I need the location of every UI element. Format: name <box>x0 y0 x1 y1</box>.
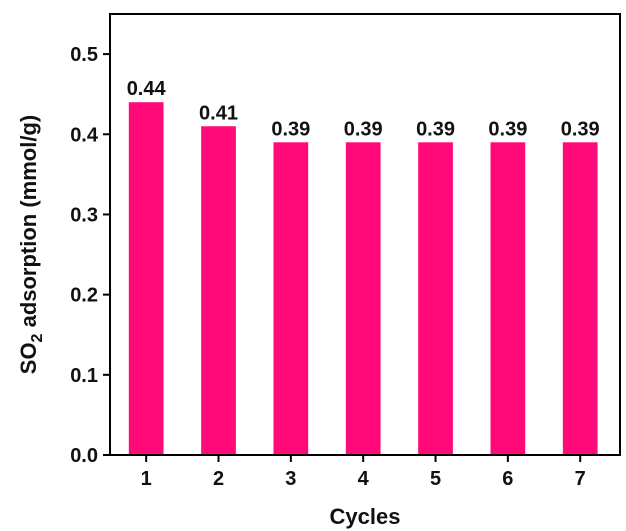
x-tick-label: 3 <box>285 468 296 490</box>
y-tick-label: 0.5 <box>70 44 98 66</box>
y-axis-ticks: 0.0 0.1 0.2 0.3 0.4 0.5 <box>70 44 110 467</box>
data-label-cycle-3: 0.39 <box>271 118 310 140</box>
x-tick-label: 1 <box>141 468 152 490</box>
y-tick-label: 0.0 <box>70 445 98 467</box>
data-label-cycle-6: 0.39 <box>488 118 527 140</box>
x-tick-label: 2 <box>213 468 224 490</box>
y-tick-label: 0.2 <box>70 285 98 307</box>
x-tick-label: 7 <box>575 468 586 490</box>
bar-cycle-6 <box>490 142 526 456</box>
bar-cycle-3 <box>273 142 309 456</box>
y-tick-label: 0.4 <box>70 124 99 146</box>
x-axis-ticks: 1 2 3 4 5 6 7 <box>141 455 586 490</box>
bar-cycle-4 <box>345 142 381 456</box>
bar-cycle-7 <box>562 142 598 456</box>
bars-group <box>128 102 598 456</box>
y-axis-title-subscript: 2 <box>29 333 46 342</box>
y-tick-label: 0.1 <box>70 365 98 387</box>
data-labels-group: 0.44 0.41 0.39 0.39 0.39 0.39 0.39 <box>127 78 600 140</box>
y-axis-title-prefix: SO <box>16 342 41 374</box>
bar-cycle-2 <box>201 126 236 455</box>
plot-frame <box>109 13 621 456</box>
x-tick-label: 5 <box>430 468 441 490</box>
data-label-cycle-4: 0.39 <box>344 118 383 140</box>
y-tick-label: 0.3 <box>70 204 98 226</box>
data-label-cycle-1: 0.44 <box>127 78 167 100</box>
bar-cycle-5 <box>418 142 453 456</box>
y-axis-title-suffix: adsorption (mmol/g) <box>16 115 41 334</box>
x-axis-title: Cycles <box>330 504 401 529</box>
data-label-cycle-5: 0.39 <box>416 118 455 140</box>
y-axis-title: SO2 adsorption (mmol/g) <box>16 115 46 374</box>
x-tick-label: 4 <box>358 468 370 490</box>
bar-cycle-1 <box>128 102 164 455</box>
data-label-cycle-7: 0.39 <box>561 118 600 140</box>
x-tick-label: 6 <box>502 468 513 490</box>
data-label-cycle-2: 0.41 <box>199 102 238 124</box>
